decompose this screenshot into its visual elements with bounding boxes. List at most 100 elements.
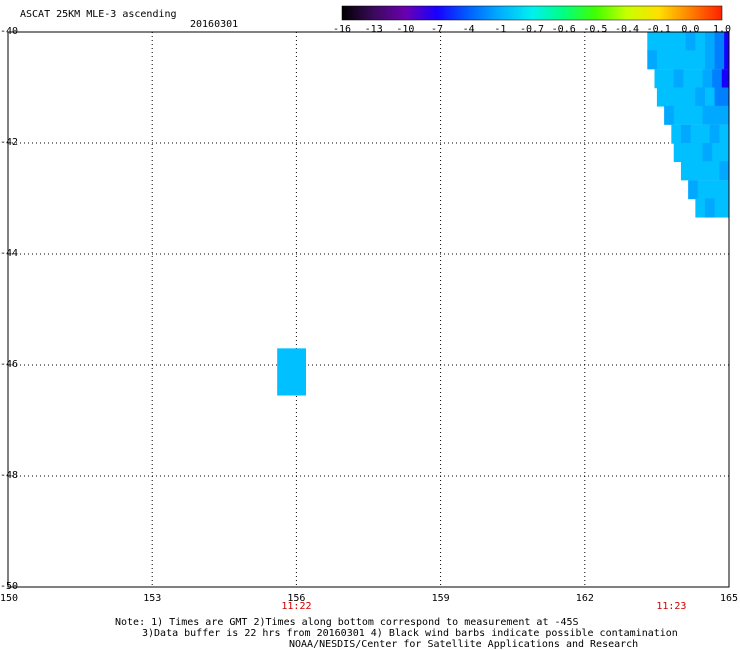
swath-cell [690,161,701,181]
swath-cell [680,124,692,144]
map-frame [7,31,730,588]
y-tick-label: -48 [0,470,19,481]
y-tick-label: -50 [0,581,19,592]
swath-cell [656,32,668,52]
swath-cell [664,69,675,89]
swath-cell [719,161,730,181]
swath-cell [685,32,696,52]
y-tick-label: -44 [0,248,19,259]
colorbar-label: -10 [396,24,415,35]
colorbar-label: -16 [333,24,352,35]
colorbar-label: -0.1 [646,24,671,35]
colorbar-label: -0.5 [583,24,608,35]
swath-cell [647,32,658,52]
swath-cell [721,69,730,89]
colorbar-gradient [341,5,723,21]
y-tick-label: -46 [0,359,19,370]
colorbar-label: -4 [462,24,475,35]
swath-cell [712,143,723,163]
swath-cell [712,105,723,125]
footer-credit: NOAA/NESDIS/Center for Satellite Applica… [289,639,639,650]
colorbar-label: -0.7 [520,24,545,35]
swath-cell [671,124,682,144]
swath-cell [656,50,668,70]
x-tick-label: 153 [143,593,162,604]
x-tick-label: 162 [575,593,594,604]
swath-cell [712,69,723,89]
swath-cell [721,143,730,163]
swath-cell [673,69,684,89]
swath-cell [673,105,684,125]
swath-cell [697,180,708,200]
swath-cell [709,161,720,181]
isolated-swath-cell [277,348,307,396]
swath-cell [724,50,730,70]
swath-cell [716,180,728,200]
overpass-time-label: 11:23 [656,601,687,612]
swath-cell [702,69,713,89]
wind-swath [277,32,730,396]
swath-cell [647,50,658,70]
swath-cell [656,87,668,107]
colorbar-label: 1.0 [713,24,732,35]
swath-cell [690,124,701,144]
swath-cell [685,50,696,70]
footer-note-1: Note: 1) Times are GMT 2)Times along bot… [115,617,579,628]
product-title: ASCAT 25KM MLE-3 ascending [20,9,177,20]
overpass-time-label: 11:22 [281,601,312,612]
swath-cell [680,161,692,181]
swath-cell [700,124,711,144]
swath-cell [676,50,687,70]
swath-cell [683,143,694,163]
swath-cell [724,32,730,52]
swath-cell [724,87,730,107]
x-tick-label: 156 [287,593,306,604]
swath-cell [692,143,704,163]
colorbar-label: -0.4 [615,24,640,35]
swath-cell [695,50,706,70]
swath-cell [666,50,677,70]
colorbar-label: 0.0 [681,24,700,35]
swath-cell [685,87,696,107]
swath-cell [692,69,704,89]
swath-cell [654,69,665,89]
map-grid [8,32,729,587]
colorbar [341,5,723,21]
swath-cell [695,32,706,52]
swath-cell [714,198,725,218]
swath-cell [695,87,706,107]
x-tick-label: 165 [720,593,739,604]
swath-cell [702,143,713,163]
x-tick-label: 159 [431,593,450,604]
product-date: 20160301 [190,19,239,30]
swath-cell [714,87,725,107]
swath-cell [707,180,718,200]
swath-cell [666,32,677,52]
footer-note-2: 3)Data buffer is 22 hrs from 20160301 4)… [142,628,678,639]
swath-cell [683,105,694,125]
swath-cell [666,87,677,107]
swath-cell [704,87,716,107]
swath-cell [683,69,694,89]
swath-cell [709,124,720,144]
y-tick-label: -40 [0,26,19,37]
colorbar-label: -13 [364,24,383,35]
swath-cell [721,105,730,125]
y-tick-label: -42 [0,137,19,148]
swath-cell [692,105,704,125]
swath-cell [714,50,725,70]
swath-cell [673,143,684,163]
colorbar-label: -7 [431,24,444,35]
swath-cell [676,87,687,107]
swath-cell [714,32,725,52]
swath-cell [702,105,713,125]
swath-cell [676,32,687,52]
swath-cell [700,161,711,181]
x-tick-label: 150 [0,593,19,604]
colorbar-label: -1 [494,24,507,35]
swath-cell [695,198,706,218]
swath-cell [704,50,716,70]
swath-cell [664,105,675,125]
swath-cell [726,180,730,200]
